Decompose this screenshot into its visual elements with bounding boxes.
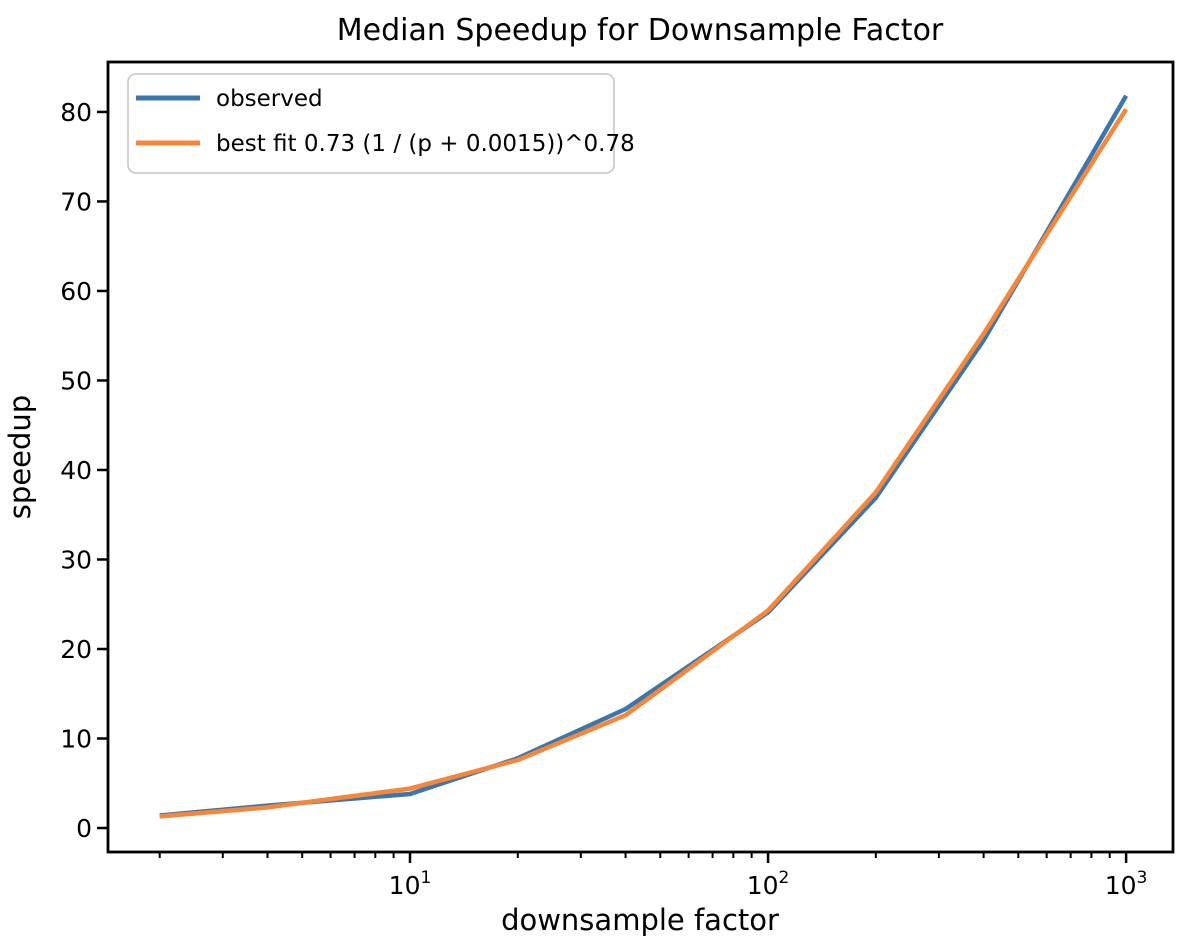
y-tick-label: 20 [60, 635, 92, 664]
axes-frame [106, 60, 1175, 854]
x-axis-label: downsample factor [501, 903, 779, 937]
y-tick-label: 70 [60, 187, 92, 216]
y-tick-label: 30 [60, 545, 92, 574]
y-tick-label: 50 [60, 366, 92, 395]
legend-box [127, 73, 615, 174]
chart-title: Median Speedup for Downsample Factor [337, 13, 944, 48]
y-tick-label: 40 [60, 456, 92, 485]
legend-label-best-fit: best fit 0.73 (1 / (p + 0.0015))^0.78 [216, 131, 635, 157]
x-tick-label: 101 [389, 868, 432, 900]
x-tick-label: 102 [747, 868, 790, 900]
x-tick-label: 103 [1105, 868, 1148, 900]
y-tick-label: 10 [60, 725, 92, 754]
plot-render-layer: 101 102 103 0 10 20 30 40 50 60 70 80 [60, 94, 1148, 900]
y-tick-label: 80 [60, 98, 92, 127]
legend-label-observed: observed [216, 86, 323, 112]
y-axis-label: speedup [3, 395, 37, 519]
legend: observed best fit 0.73 (1 / (p + 0.0015)… [127, 73, 635, 174]
y-tick-label: 0 [76, 814, 92, 843]
series-line-observed [159, 94, 1129, 818]
y-tick-label: 60 [60, 277, 92, 306]
series-line-best-fit [159, 108, 1128, 819]
